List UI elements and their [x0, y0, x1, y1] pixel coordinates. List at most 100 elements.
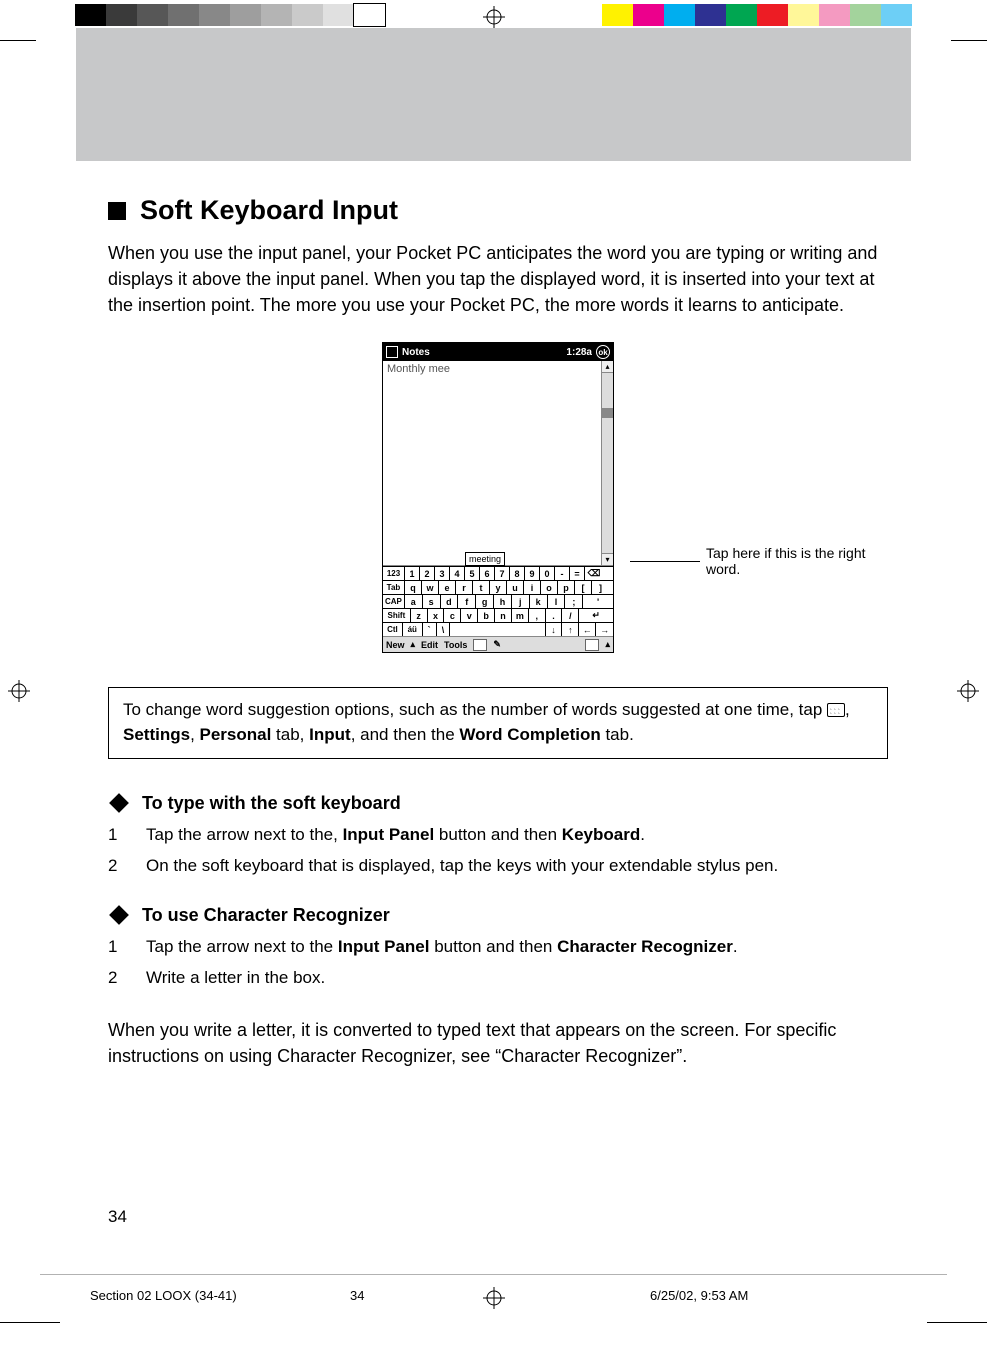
key[interactable]: →: [596, 623, 613, 636]
key[interactable]: h: [494, 595, 512, 608]
key[interactable]: =: [570, 567, 585, 580]
step-text: On the soft keyboard that is displayed, …: [146, 853, 888, 879]
step-number: 1: [108, 934, 146, 960]
edit-menu[interactable]: Edit: [421, 640, 438, 650]
key[interactable]: /: [562, 609, 579, 622]
keyboard-toggle-icon[interactable]: [585, 639, 599, 651]
tools-menu[interactable]: Tools: [444, 640, 467, 650]
key[interactable]: y: [490, 581, 507, 594]
key[interactable]: CAP: [383, 595, 405, 608]
swatch: [695, 4, 726, 26]
key[interactable]: f: [458, 595, 476, 608]
key[interactable]: 9: [525, 567, 540, 580]
key[interactable]: 123: [383, 567, 405, 580]
key[interactable]: a: [405, 595, 423, 608]
key[interactable]: 7: [495, 567, 510, 580]
key[interactable]: p: [558, 581, 575, 594]
key[interactable]: ←: [579, 623, 596, 636]
key[interactable]: i: [524, 581, 541, 594]
key[interactable]: q: [405, 581, 422, 594]
cassette-icon[interactable]: [473, 639, 487, 651]
pda-toolbar: New ▴ Edit Tools ✎ ▴: [383, 636, 613, 652]
key[interactable]: ': [583, 595, 613, 608]
key[interactable]: `: [423, 623, 437, 636]
key[interactable]: Tab: [383, 581, 405, 594]
key[interactable]: t: [473, 581, 490, 594]
pen-icon[interactable]: ✎: [493, 639, 507, 651]
key[interactable]: r: [456, 581, 473, 594]
key[interactable]: s: [423, 595, 441, 608]
key[interactable]: d: [441, 595, 459, 608]
step-list: 1Tap the arrow next to the Input Panel b…: [108, 934, 888, 991]
key[interactable]: \: [437, 623, 451, 636]
key[interactable]: ⌫: [585, 567, 603, 580]
page-number: 34: [108, 1207, 127, 1227]
key[interactable]: [450, 623, 545, 636]
ok-button[interactable]: ok: [596, 345, 610, 359]
swatch: [230, 4, 261, 26]
new-button[interactable]: New: [386, 640, 405, 650]
key[interactable]: ]: [592, 581, 609, 594]
swatch: [323, 4, 354, 26]
key[interactable]: áü: [403, 623, 423, 636]
key[interactable]: 4: [450, 567, 465, 580]
scroll-down-icon[interactable]: ▾: [602, 553, 613, 565]
key[interactable]: e: [439, 581, 456, 594]
key[interactable]: ,: [529, 609, 546, 622]
key[interactable]: g: [476, 595, 494, 608]
registration-mark-icon: [483, 6, 505, 28]
entered-text: Monthly mee: [387, 363, 450, 375]
note-text: To change word suggestion options, such …: [123, 700, 827, 719]
key[interactable]: c: [444, 609, 461, 622]
key[interactable]: v: [461, 609, 478, 622]
footer-rule: [40, 1274, 947, 1275]
note-text: , and then the: [351, 725, 460, 744]
note-bold: Input: [309, 725, 351, 744]
heading-row: Soft Keyboard Input: [108, 195, 888, 226]
note-text: tab,: [271, 725, 309, 744]
scroll-thumb[interactable]: [602, 408, 613, 418]
key[interactable]: 6: [480, 567, 495, 580]
scrollbar[interactable]: ▴ ▾: [601, 361, 613, 565]
scroll-up-icon[interactable]: ▴: [602, 361, 613, 373]
key[interactable]: b: [478, 609, 495, 622]
key[interactable]: 5: [465, 567, 480, 580]
swatch: [633, 4, 664, 26]
step-item: 1Tap the arrow next to the, Input Panel …: [108, 822, 888, 848]
key[interactable]: o: [541, 581, 558, 594]
key[interactable]: ↑: [562, 623, 579, 636]
menu-arrow-icon[interactable]: ▴: [411, 639, 416, 650]
key[interactable]: ↓: [546, 623, 563, 636]
key[interactable]: ↵: [579, 609, 613, 622]
key[interactable]: 3: [435, 567, 450, 580]
callout-leader-line: [630, 561, 700, 562]
key[interactable]: Ctl: [383, 623, 403, 636]
key[interactable]: Shift: [383, 609, 411, 622]
keyboard-row: Shiftzxcvbnm,./↵: [383, 608, 613, 622]
key[interactable]: n: [495, 609, 512, 622]
key[interactable]: m: [512, 609, 529, 622]
crop-mark: [927, 1322, 987, 1323]
note-bold: Settings: [123, 725, 190, 744]
input-panel-arrow-icon[interactable]: ▴: [605, 639, 610, 650]
note-text-area[interactable]: Monthly mee: [383, 361, 601, 565]
key[interactable]: z: [411, 609, 428, 622]
word-suggestion[interactable]: meeting: [465, 552, 505, 566]
key[interactable]: .: [546, 609, 563, 622]
scroll-track[interactable]: [602, 373, 613, 553]
key[interactable]: 0: [540, 567, 555, 580]
key[interactable]: u: [507, 581, 524, 594]
key[interactable]: x: [428, 609, 445, 622]
key[interactable]: ;: [565, 595, 583, 608]
key[interactable]: -: [555, 567, 570, 580]
key[interactable]: k: [530, 595, 548, 608]
soft-keyboard[interactable]: 1231234567890-=⌫Tabqwertyuiop[]CAPasdfgh…: [383, 566, 613, 636]
key[interactable]: w: [422, 581, 439, 594]
key[interactable]: j: [512, 595, 530, 608]
key[interactable]: l: [548, 595, 566, 608]
key[interactable]: 2: [420, 567, 435, 580]
key[interactable]: 1: [405, 567, 420, 580]
swatch: [137, 4, 168, 26]
key[interactable]: 8: [510, 567, 525, 580]
key[interactable]: [: [575, 581, 592, 594]
